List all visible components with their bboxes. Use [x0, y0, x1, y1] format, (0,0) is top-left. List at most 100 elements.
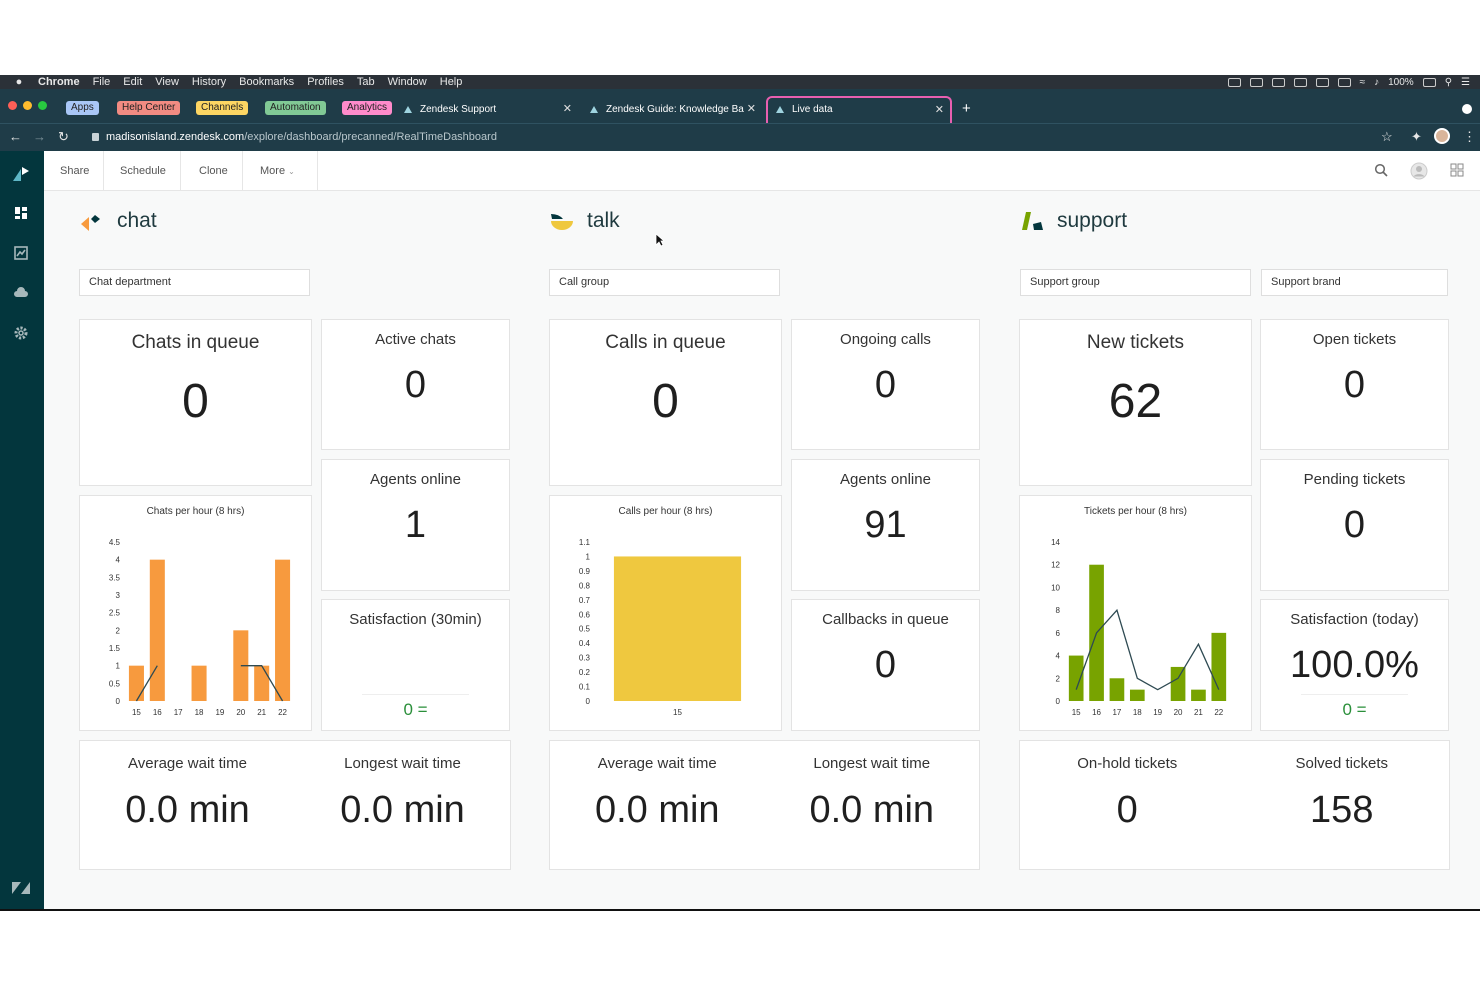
support-group-filter[interactable]: Support group	[1020, 269, 1251, 296]
status-icons: ≈ ♪ 100% ⚲ ☰	[1227, 75, 1470, 89]
product-tray-grid-icon[interactable]	[1450, 163, 1464, 177]
menu-file[interactable]: File	[92, 76, 111, 88]
search-icon[interactable]: ⚲	[1444, 76, 1453, 88]
tab-group-help-center[interactable]: Help Center	[117, 101, 181, 115]
y-tick-label: 0	[116, 697, 121, 706]
browser-tab-strip: Apps Help Center Channels Automation Ana…	[0, 89, 1480, 123]
explore-logo-icon[interactable]	[11, 165, 31, 183]
tab-search-icon[interactable]	[1462, 104, 1472, 114]
keyboard-icon[interactable]	[1337, 77, 1351, 87]
pen-icon[interactable]	[1249, 77, 1263, 87]
bluetooth-icon[interactable]	[1315, 77, 1329, 87]
card-title: Average wait time	[597, 755, 717, 772]
mouse-cursor-icon	[655, 233, 665, 247]
zendesk-logo-icon[interactable]	[11, 880, 31, 896]
real-time-dashboard: chat Chat department Chats in queue 0 Ac…	[44, 191, 1480, 909]
card-value: 0	[182, 375, 209, 428]
menu-view[interactable]: View	[155, 76, 179, 88]
user-avatar-icon[interactable]	[1410, 162, 1428, 180]
reload-icon[interactable]: ↻	[58, 129, 69, 144]
forward-arrow-icon[interactable]: →	[33, 129, 46, 144]
apple-icon[interactable]: ●	[15, 76, 23, 88]
menu-window[interactable]: Window	[387, 76, 427, 88]
menu-tab[interactable]: Tab	[356, 76, 375, 88]
dashboard-icon[interactable]	[13, 205, 29, 221]
satisfaction-score: 0 =	[1342, 700, 1367, 719]
onhold-tickets: On-hold tickets 0	[1020, 741, 1235, 869]
url-field[interactable]: madisonisland.zendesk.com/explore/dashbo…	[106, 131, 497, 143]
tab-group-automation[interactable]: Automation	[265, 101, 326, 115]
y-tick-label: 6	[1056, 629, 1061, 638]
address-bar-row: ← → ↻ madisonisland.zendesk.com/explore/…	[0, 123, 1480, 151]
tab-live-data[interactable]: Live data ✕	[766, 96, 952, 123]
tickets-per-hour-chart: 0 2 4 6 8 10 12 14 15 16 17 18 19 20 21 22	[1051, 538, 1227, 717]
chat-title: chat	[117, 209, 157, 232]
bookmark-star-icon[interactable]: ☆	[1381, 129, 1393, 144]
datasets-cloud-icon[interactable]	[13, 285, 29, 301]
lock-icon[interactable]	[92, 133, 99, 141]
menu-history[interactable]: History	[191, 76, 227, 88]
tab-zendesk-guide[interactable]: Zendesk Guide: Knowledge Ba ✕	[590, 99, 762, 120]
y-tick-label: 1	[586, 552, 591, 561]
y-tick-label: 12	[1051, 561, 1060, 570]
close-tab-icon[interactable]: ✕	[934, 104, 944, 116]
y-tick-label: 0	[586, 697, 591, 706]
satisfaction-score: 0 =	[403, 700, 428, 719]
support-section-heading: support	[1019, 209, 1127, 233]
x-tick-label: 15	[1072, 708, 1081, 717]
menu-chrome[interactable]: Chrome	[38, 76, 80, 88]
more-label: More	[260, 165, 286, 177]
close-tab-icon[interactable]: ✕	[562, 103, 572, 115]
zendesk-favicon-icon	[776, 106, 784, 113]
battery-percent: 100%	[1388, 76, 1414, 88]
tab-group-apps[interactable]: Apps	[66, 101, 99, 115]
schedule-button[interactable]: Schedule	[106, 151, 181, 191]
more-dropdown[interactable]: More ⌄	[246, 151, 318, 191]
close-tab-icon[interactable]: ✕	[746, 103, 756, 115]
new-tab-plus-icon[interactable]: +	[962, 100, 971, 117]
close-window-button[interactable]	[8, 101, 17, 110]
menu-profiles[interactable]: Profiles	[307, 76, 344, 88]
tab-label: Zendesk Guide: Knowledge Ba	[606, 104, 744, 115]
profile-avatar[interactable]	[1434, 128, 1450, 144]
menu-help[interactable]: Help	[439, 76, 463, 88]
y-tick-label: 10	[1051, 583, 1060, 592]
extensions-puzzle-icon[interactable]: ✦	[1411, 129, 1422, 144]
y-tick-label: 2.5	[109, 609, 121, 618]
volume-icon[interactable]: ♪	[1374, 76, 1380, 88]
card-title: New tickets	[1086, 332, 1185, 353]
chat-department-filter[interactable]: Chat department	[79, 269, 310, 296]
tab-label: Live data	[792, 104, 833, 115]
tab-group-channels[interactable]: Channels	[196, 101, 249, 115]
dashboard-toolbar: Share Schedule Clone More ⌄	[44, 151, 1480, 191]
globe-icon[interactable]	[1271, 77, 1285, 87]
control-center-icon[interactable]: ☰	[1461, 76, 1470, 88]
reports-icon[interactable]	[13, 245, 29, 261]
chat-section-heading: chat	[79, 209, 157, 233]
x-tick-label: 22	[278, 708, 287, 717]
screen-icon[interactable]	[1227, 77, 1241, 87]
card-value: 62	[1108, 375, 1163, 428]
y-tick-label: 3	[116, 591, 121, 600]
search-icon[interactable]	[1374, 163, 1388, 177]
menu-edit[interactable]: Edit	[123, 76, 143, 88]
chart-bar	[1129, 689, 1145, 701]
x-tick-label: 18	[1133, 708, 1142, 717]
tab-group-analytics[interactable]: Analytics	[342, 101, 393, 115]
battery-icon[interactable]	[1422, 77, 1436, 87]
tab-zendesk-support[interactable]: Zendesk Support ✕	[404, 99, 578, 120]
minimize-window-button[interactable]	[23, 101, 32, 110]
chart-bar	[1109, 678, 1125, 701]
chrome-menu-icon[interactable]: ⋮	[1463, 129, 1476, 144]
clone-button[interactable]: Clone	[185, 151, 243, 191]
call-group-filter[interactable]: Call group	[549, 269, 780, 296]
maximize-window-button[interactable]	[38, 101, 47, 110]
chats-per-hour-chart-card: Chats per hour (8 hrs) 0 0.5 1 1.5 2 2.5 3 3.5 4…	[79, 495, 312, 731]
support-brand-filter[interactable]: Support brand	[1261, 269, 1448, 296]
airplay-icon[interactable]	[1293, 77, 1307, 87]
settings-gear-icon[interactable]	[13, 325, 29, 341]
back-arrow-icon[interactable]: ←	[9, 129, 22, 144]
share-button[interactable]: Share	[46, 151, 105, 191]
menu-bookmarks[interactable]: Bookmarks	[239, 76, 295, 88]
wifi-icon[interactable]: ≈	[1359, 76, 1366, 88]
